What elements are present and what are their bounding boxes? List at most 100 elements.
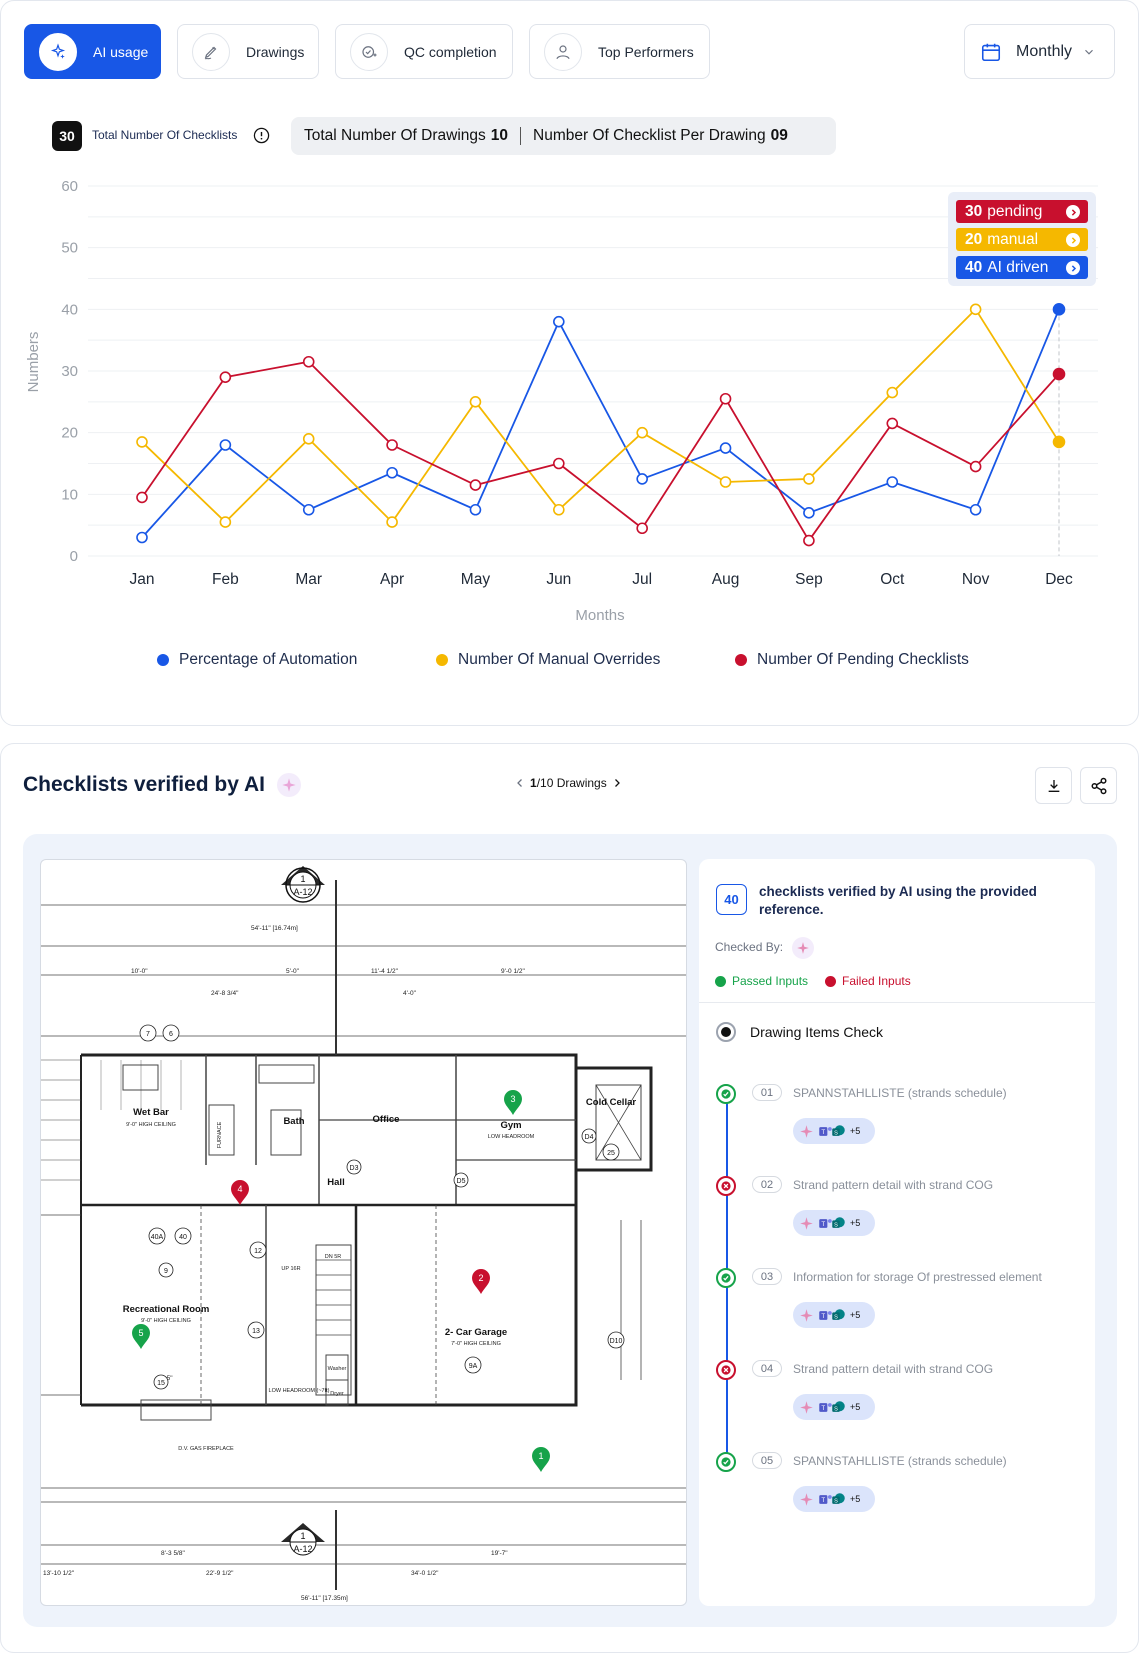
- dimension-text: 13'-10 1/2": [43, 1570, 75, 1577]
- issue-marker[interactable]: 5: [132, 1324, 150, 1349]
- radio-selected[interactable]: [716, 1022, 736, 1042]
- drawing-pager: 1 /10 Drawings: [514, 776, 623, 790]
- legend-label: Percentage of Automation: [179, 651, 358, 668]
- issue-marker[interactable]: 3: [504, 1090, 522, 1115]
- issue-marker[interactable]: 1: [532, 1447, 550, 1472]
- sharepoint-icon: S: [831, 1216, 846, 1231]
- share-button[interactable]: [1080, 767, 1117, 804]
- sparkle-icon: [39, 32, 77, 71]
- svg-text:40A: 40A: [151, 1234, 164, 1241]
- data-point: [803, 534, 815, 547]
- issue-marker[interactable]: 4: [231, 1180, 249, 1205]
- svg-text:T: T: [821, 1497, 825, 1504]
- reviewers-chip[interactable]: T S +5: [793, 1302, 875, 1328]
- x-circle-icon: [716, 1360, 736, 1380]
- plan-tag: 9A: [464, 1356, 482, 1374]
- divider: [520, 127, 522, 145]
- data-point: [803, 507, 815, 519]
- floor-plan-viewer[interactable]: 54'-11" [16.74m] 56'-11" [17.35m] 10'-0"…: [40, 859, 687, 1606]
- reviewers-chip[interactable]: T S +5: [793, 1394, 875, 1420]
- reviewers-chip[interactable]: T S +5: [793, 1210, 875, 1236]
- svg-text:S: S: [834, 1130, 838, 1136]
- room-label: Bath: [283, 1116, 304, 1127]
- extra-count: +5: [850, 1494, 861, 1504]
- chevron-right-icon: [1066, 205, 1080, 219]
- data-point: [1052, 435, 1066, 449]
- plan-note: FURNACE: [217, 1121, 223, 1148]
- tab-drawings[interactable]: Drawings: [177, 24, 319, 79]
- ceiling-note: LOW HEADROOM: [488, 1134, 535, 1140]
- ceiling-note: 9'-0" HIGH CEILING: [126, 1122, 176, 1128]
- tab-qc-completion[interactable]: QC completion: [335, 24, 513, 79]
- checklist-item[interactable]: 01 SPANNSTAHLLISTE (strands schedule) T …: [716, 1084, 1096, 1154]
- tab-label: Drawings: [246, 43, 305, 60]
- section-marker-top[interactable]: 1 A-12: [281, 866, 325, 903]
- ai-driven-badge[interactable]: 40 AI driven: [956, 256, 1088, 279]
- svg-text:S: S: [834, 1314, 838, 1320]
- manual-badge[interactable]: 20 manual: [956, 228, 1088, 251]
- svg-text:9A: 9A: [469, 1363, 478, 1370]
- manual-count: 20: [965, 230, 983, 248]
- sparkle-icon: [276, 773, 301, 798]
- legend-manual-overrides[interactable]: Number Of Manual Overrides: [436, 651, 660, 669]
- series-line: [141, 360, 1060, 542]
- drawing-items-check[interactable]: Drawing Items Check: [716, 1022, 883, 1042]
- dimension-text: 4'-0": [403, 990, 417, 997]
- passed-inputs-legend: Passed Inputs: [715, 974, 808, 988]
- group-label: Drawing Items Check: [750, 1024, 884, 1040]
- marker-number: 1: [538, 1451, 543, 1461]
- section-marker-bottom[interactable]: 1 A-12: [281, 1523, 325, 1556]
- checklist-item[interactable]: 04 Strand pattern detail with strand COG…: [716, 1360, 1096, 1430]
- data-point: [136, 491, 148, 504]
- legend-automation[interactable]: Percentage of Automation: [157, 651, 357, 669]
- data-point: [969, 503, 982, 516]
- x-tick-label: Jan: [130, 571, 155, 588]
- data-point: [136, 531, 148, 544]
- reviewers-chip[interactable]: T S +5: [793, 1486, 875, 1512]
- failed-label: Failed Inputs: [842, 974, 911, 988]
- tab-label: AI usage: [93, 43, 149, 60]
- y-tick-label: 10: [61, 486, 78, 503]
- download-button[interactable]: [1035, 767, 1072, 804]
- chevron-right-icon[interactable]: [611, 777, 623, 789]
- data-point: [719, 476, 732, 488]
- data-point: [469, 503, 482, 516]
- data-point: [302, 433, 315, 445]
- room-label: 2- Car Garage: [445, 1327, 507, 1338]
- period-label: Monthly: [1016, 42, 1073, 60]
- plan-tag: D10: [607, 1331, 625, 1349]
- tab-top-performers[interactable]: Top Performers: [529, 24, 710, 79]
- checklist-item[interactable]: 05 SPANNSTAHLLISTE (strands schedule) T …: [716, 1452, 1096, 1522]
- marker-pin: [472, 1269, 490, 1294]
- sparkle-icon: [799, 1308, 814, 1323]
- plan-tag: 12: [249, 1241, 267, 1259]
- dimension-text: 54'-11" [16.74m]: [251, 925, 298, 932]
- checked-by-label: Checked By:: [715, 940, 784, 955]
- dimension-text: 22'-9 1/2": [206, 1570, 234, 1577]
- data-point: [219, 516, 232, 528]
- data-point: [136, 436, 148, 448]
- svg-text:S: S: [834, 1406, 838, 1412]
- item-number: 05: [752, 1452, 782, 1469]
- tab-ai-usage[interactable]: AI usage: [24, 24, 161, 79]
- item-label: SPANNSTAHLLISTE (strands schedule): [793, 1086, 1007, 1100]
- marker-number: 2: [478, 1273, 483, 1283]
- drawings-value: 10: [490, 127, 509, 144]
- plan-tag: D4: [581, 1128, 597, 1144]
- section-ref: A-12: [293, 887, 312, 897]
- verified-text: checklists verified by AI using the prov…: [759, 884, 1037, 917]
- x-axis-label: Months: [575, 607, 624, 624]
- checked-by: Checked By:: [715, 937, 815, 959]
- reviewers-chip[interactable]: T S +5: [793, 1118, 875, 1144]
- checklist-item[interactable]: 03 Information for storage Of prestresse…: [716, 1268, 1096, 1338]
- x-tick-label: Feb: [212, 571, 239, 588]
- issue-marker[interactable]: 2: [472, 1269, 490, 1294]
- chevron-left-icon[interactable]: [514, 777, 526, 789]
- tab-label: Top Performers: [598, 43, 694, 60]
- checklist-item[interactable]: 02 Strand pattern detail with strand COG…: [716, 1176, 1096, 1246]
- info-icon[interactable]: [253, 127, 270, 144]
- plan-note: Washer: [328, 1366, 347, 1372]
- period-dropdown[interactable]: Monthly: [964, 24, 1115, 79]
- legend-pending-checklists[interactable]: Number Of Pending Checklists: [735, 651, 969, 669]
- pending-badge[interactable]: 30 pending: [956, 200, 1088, 223]
